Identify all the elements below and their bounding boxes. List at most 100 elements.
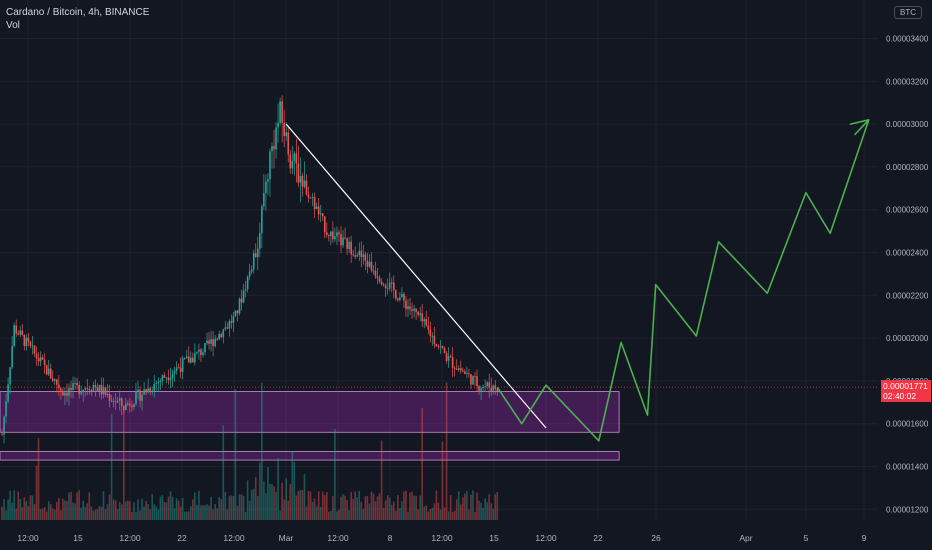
volume-bar (368, 503, 371, 520)
volume-indicator-label[interactable]: Vol (6, 20, 20, 31)
volume-bar (275, 491, 277, 520)
candle-body (468, 373, 470, 375)
volume-bar (376, 496, 379, 520)
volume-bar (346, 500, 348, 520)
volume-bar (37, 438, 40, 520)
candle-body (256, 248, 259, 258)
candle-body (344, 237, 346, 239)
support-zone-rect[interactable] (0, 451, 620, 461)
volume-bar (100, 506, 103, 520)
volume-bar (74, 503, 76, 520)
candle-body (431, 335, 434, 337)
volume-bar (484, 498, 486, 520)
volume-bar (155, 506, 158, 520)
candle-body (58, 384, 60, 389)
volume-bar (399, 508, 401, 520)
volume-bar (171, 496, 174, 520)
volume-bar (102, 491, 105, 520)
volume-bar (295, 495, 298, 520)
volume-bar (19, 498, 22, 520)
volume-bar (321, 491, 324, 520)
forecast-zigzag[interactable] (496, 119, 870, 442)
candle-body (474, 376, 476, 377)
currency-badge[interactable]: BTC (894, 6, 922, 19)
candle-body (212, 339, 214, 347)
candle-body (106, 394, 109, 395)
candle-body (86, 388, 89, 390)
volume-bar (435, 490, 438, 520)
volume-bar (131, 511, 133, 520)
volume-bar (472, 490, 474, 520)
price-tick-label: 0.00002000 (886, 334, 929, 343)
candle-body (413, 308, 415, 311)
volume-bar (196, 504, 198, 520)
candle-body (470, 374, 472, 385)
candle-body (439, 346, 442, 348)
volume-bar (114, 500, 117, 520)
volume-bar (277, 458, 279, 520)
volume-bar (27, 506, 30, 520)
volume-bar (340, 496, 342, 520)
candle-body (1, 434, 3, 436)
volume-bar (334, 429, 336, 520)
volume-bar (135, 511, 137, 520)
candle-body (457, 368, 460, 370)
volume-bar (263, 481, 265, 520)
volume-bar (29, 495, 32, 520)
volume-bar (336, 511, 338, 520)
candle-body (401, 294, 403, 298)
candle-body (386, 288, 389, 289)
candle-body (189, 357, 192, 363)
volume-bar (163, 502, 166, 520)
candle-body (179, 367, 182, 372)
volume-bar (354, 491, 357, 520)
candle-body (399, 297, 401, 301)
candle-body (332, 231, 334, 240)
volume-bar (409, 492, 411, 520)
candle-body (261, 206, 263, 234)
price-tick-label: 0.00003400 (886, 35, 929, 44)
volume-bar (88, 492, 91, 520)
volume-bar (462, 497, 464, 520)
volume-bar (360, 501, 363, 520)
volume-bar (496, 492, 499, 520)
volume-bar (23, 497, 26, 520)
candle-body (149, 388, 151, 392)
candle-body (447, 356, 450, 361)
candle-body (157, 381, 160, 384)
volume-bar (259, 462, 261, 520)
candle-body (62, 390, 64, 396)
volume-bar (242, 495, 245, 520)
candle-body (321, 213, 324, 217)
candle-body (23, 334, 26, 347)
candle-body (449, 356, 452, 358)
volume-bar (49, 504, 52, 520)
volume-bar (218, 496, 221, 520)
volume-bar (413, 495, 415, 520)
support-zone-rect[interactable] (0, 391, 620, 433)
volume-bar (433, 503, 436, 520)
volume-bar (64, 500, 66, 520)
volume-bar (494, 494, 497, 520)
price-tick-label: 0.00002200 (886, 291, 929, 300)
volume-bar (478, 500, 480, 520)
volume-bar (177, 500, 180, 520)
symbol-title[interactable]: Cardano / Bitcoin, 4h, BINANCE (6, 7, 150, 18)
candle-body (236, 310, 239, 314)
volume-bar (401, 501, 403, 520)
candle-body (352, 254, 354, 256)
candle-body (466, 373, 468, 375)
volume-bar (169, 491, 172, 520)
candle-body (102, 387, 105, 395)
volume-bar (301, 490, 304, 520)
descending-trendline[interactable] (285, 123, 547, 429)
volume-bar (70, 491, 72, 520)
volume-bar (303, 474, 306, 520)
time-tick-label: 12:00 (431, 533, 453, 543)
candle-body (378, 278, 381, 282)
volume-bar (384, 500, 387, 520)
candle-body (56, 379, 58, 385)
volume-bar (11, 502, 13, 520)
volume-bar (240, 494, 243, 520)
